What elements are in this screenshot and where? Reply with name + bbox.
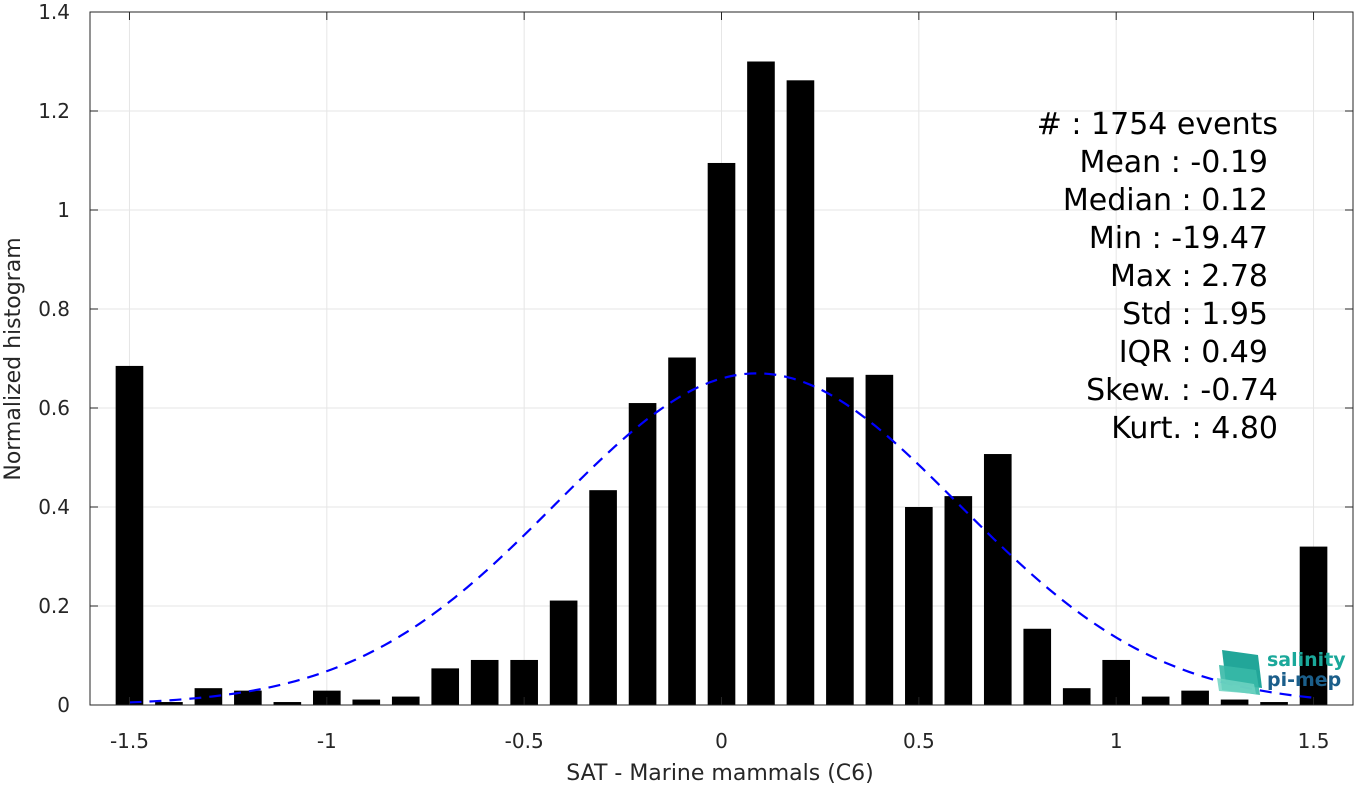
stat-median: Median : 0.12 bbox=[1063, 183, 1268, 218]
histogram-bar bbox=[194, 688, 223, 705]
histogram-bar bbox=[391, 696, 420, 705]
histogram-bar bbox=[905, 507, 933, 705]
y-tick-label: 1 bbox=[57, 198, 70, 222]
histogram-bar bbox=[1220, 699, 1249, 705]
axis-ticks bbox=[90, 11, 1353, 706]
logo-wave-icon bbox=[1217, 650, 1262, 695]
histogram-bar bbox=[1260, 702, 1288, 705]
histogram-bar bbox=[234, 690, 262, 705]
y-tick-labels: 0 0.2 0.4 0.6 0.8 1 1.2 1.4 bbox=[38, 0, 70, 717]
histogram-bar bbox=[1181, 690, 1209, 705]
stat-min: Min : -19.47 bbox=[1089, 221, 1268, 256]
y-tick-label: 0.2 bbox=[38, 594, 70, 618]
x-axis-label: SAT - Marine mammals (C6) bbox=[566, 761, 874, 785]
histogram-bar bbox=[549, 600, 578, 705]
logo-text-pimep: pi-mep bbox=[1267, 669, 1341, 691]
histogram-bar bbox=[115, 365, 144, 705]
histogram-bar bbox=[747, 61, 775, 705]
x-tick-label: 1.5 bbox=[1298, 729, 1330, 753]
stat-skew: Skew. : -0.74 bbox=[1086, 373, 1278, 408]
logo-text-salinity: salinity bbox=[1267, 649, 1346, 671]
histogram-bar bbox=[944, 496, 973, 705]
histogram-bar bbox=[707, 162, 736, 706]
y-tick-label: 1.4 bbox=[38, 0, 70, 24]
stats-box: # : 1754 events Mean : -0.19 Median : 0.… bbox=[1037, 107, 1278, 446]
stat-events: # : 1754 events bbox=[1037, 107, 1278, 142]
histogram-bar bbox=[1299, 546, 1328, 705]
salinity-pimep-logo: salinity pi-mep bbox=[1217, 649, 1346, 695]
gaussian-fit-curve bbox=[129, 372, 1314, 704]
histogram-bar bbox=[826, 377, 854, 705]
histogram-bar bbox=[589, 490, 617, 705]
histogram-bars bbox=[115, 61, 1328, 706]
histogram-bar bbox=[273, 702, 302, 705]
histogram-bar bbox=[668, 357, 696, 705]
y-axis-label: Normalized histogram bbox=[1, 237, 26, 480]
x-tick-label: -1.5 bbox=[110, 729, 149, 753]
histogram-bar bbox=[628, 403, 657, 705]
y-tick-label: 0.8 bbox=[38, 297, 70, 321]
stat-mean: Mean : -0.19 bbox=[1079, 145, 1268, 180]
histogram-bar bbox=[1141, 696, 1170, 705]
x-tick-labels: -1.5 -1 -0.5 0 0.5 1 1.5 bbox=[110, 729, 1329, 753]
stat-std: Std : 1.95 bbox=[1122, 297, 1268, 332]
stat-iqr: IQR : 0.49 bbox=[1119, 335, 1268, 370]
histogram-bar bbox=[1023, 628, 1052, 705]
histogram-bar bbox=[431, 668, 460, 705]
x-tick-label: 0 bbox=[715, 729, 728, 753]
histogram-bar bbox=[1062, 688, 1091, 705]
x-tick-label: -1 bbox=[317, 729, 337, 753]
x-tick-label: 1 bbox=[1110, 729, 1123, 753]
y-tick-label: 1.2 bbox=[38, 99, 70, 123]
stat-max: Max : 2.78 bbox=[1110, 259, 1268, 294]
y-tick-label: 0.6 bbox=[38, 396, 70, 420]
histogram-bar bbox=[155, 702, 183, 705]
histogram-bar bbox=[786, 80, 815, 705]
y-tick-label: 0.4 bbox=[38, 495, 70, 519]
stat-kurt: Kurt. : 4.80 bbox=[1111, 411, 1278, 446]
histogram-bar bbox=[352, 699, 381, 705]
y-tick-label: 0 bbox=[57, 693, 70, 717]
x-tick-label: -0.5 bbox=[505, 729, 544, 753]
histogram-bar bbox=[983, 454, 1012, 705]
x-tick-label: 0.5 bbox=[903, 729, 935, 753]
histogram-bar bbox=[470, 659, 499, 705]
histogram-bar bbox=[865, 374, 894, 705]
